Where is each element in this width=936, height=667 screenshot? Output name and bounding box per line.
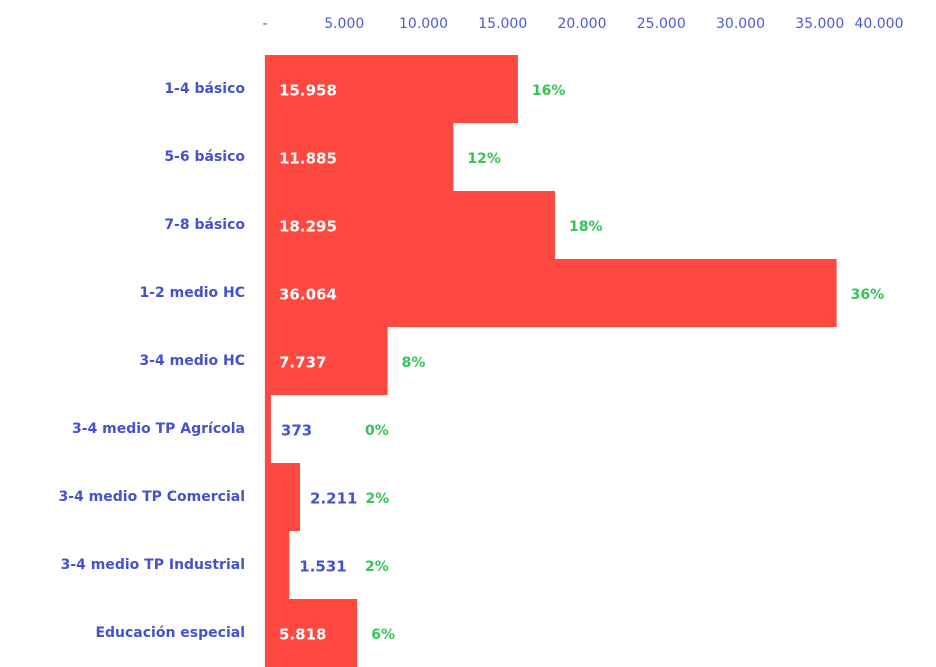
bar bbox=[265, 327, 388, 395]
percent-label: 16% bbox=[532, 83, 566, 99]
x-tick-label: 40.000 bbox=[855, 16, 904, 32]
x-tick-label: 25.000 bbox=[637, 16, 686, 32]
value-label: 5.818 bbox=[279, 626, 326, 644]
value-label: 1.531 bbox=[299, 558, 346, 576]
x-tick-label: 35.000 bbox=[795, 16, 844, 32]
category-label: 1-4 básico bbox=[164, 81, 245, 97]
value-label: 373 bbox=[281, 422, 312, 440]
value-label: 11.885 bbox=[279, 150, 337, 168]
bar bbox=[265, 531, 290, 599]
percent-label: 12% bbox=[467, 151, 501, 167]
value-label: 18.295 bbox=[279, 218, 337, 236]
category-label: 3-4 medio TP Agrícola bbox=[72, 421, 245, 437]
value-label: 15.958 bbox=[279, 82, 337, 100]
percent-label: 0% bbox=[365, 423, 389, 439]
category-label: 7-8 básico bbox=[164, 217, 245, 233]
value-label: 36.064 bbox=[279, 286, 337, 304]
percent-label: 18% bbox=[569, 219, 603, 235]
x-tick-label: 30.000 bbox=[716, 16, 765, 32]
category-label: 5-6 básico bbox=[164, 149, 245, 165]
bar bbox=[265, 463, 301, 531]
percent-label: 8% bbox=[402, 355, 426, 371]
percent-label: 2% bbox=[365, 491, 389, 507]
bar bbox=[265, 123, 454, 191]
x-tick-label: - bbox=[262, 16, 267, 32]
value-label: 2.211 bbox=[310, 490, 357, 508]
bar bbox=[265, 259, 837, 327]
x-tick-label: 10.000 bbox=[399, 16, 448, 32]
category-label: 1-2 medio HC bbox=[139, 285, 245, 301]
category-label: 3-4 medio HC bbox=[139, 353, 245, 369]
percent-label: 2% bbox=[365, 559, 389, 575]
bar bbox=[265, 191, 555, 259]
category-label: 3-4 medio TP Industrial bbox=[61, 557, 245, 573]
percent-label: 6% bbox=[371, 627, 395, 643]
category-label: Educación especial bbox=[95, 625, 245, 641]
x-tick-label: 15.000 bbox=[478, 16, 527, 32]
value-label: 7.737 bbox=[279, 354, 326, 372]
bar bbox=[265, 395, 271, 463]
x-tick-label: 5.000 bbox=[324, 16, 364, 32]
category-label: 3-4 medio TP Comercial bbox=[59, 489, 245, 505]
percent-label: 36% bbox=[851, 287, 885, 303]
x-tick-label: 20.000 bbox=[558, 16, 607, 32]
bar bbox=[265, 599, 358, 667]
bar bbox=[265, 55, 518, 123]
